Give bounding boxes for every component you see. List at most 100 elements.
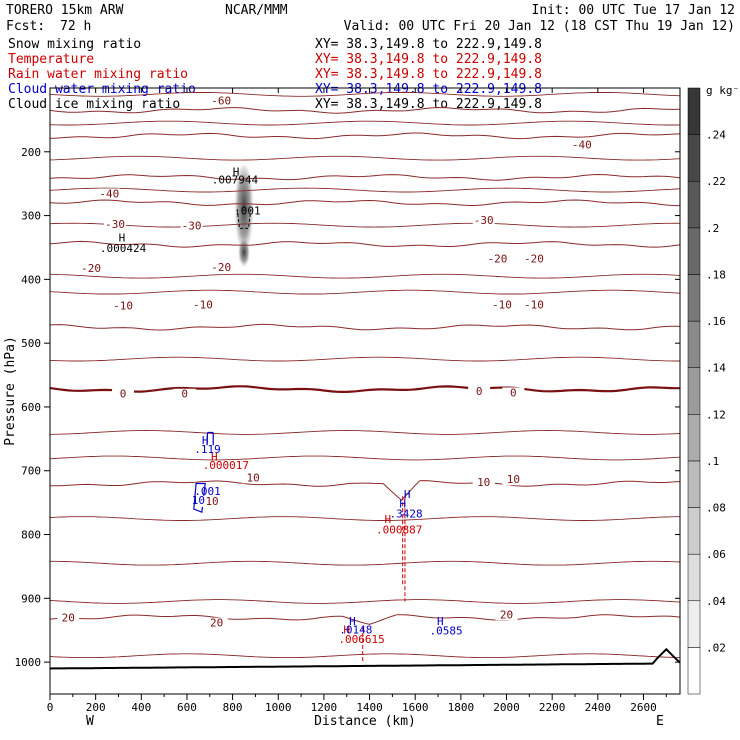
label-mask bbox=[112, 388, 135, 400]
x-tick-label: 2600 bbox=[630, 701, 657, 714]
x-tick-label: 0 bbox=[47, 701, 54, 714]
isotherm-label: 0 bbox=[120, 388, 127, 401]
colorbar-step bbox=[687, 367, 701, 415]
label-mask bbox=[242, 472, 265, 484]
x-tick-label: 800 bbox=[223, 701, 243, 714]
isotherm-label: 20 bbox=[210, 617, 223, 630]
plot-frame bbox=[49, 87, 681, 695]
label-mask bbox=[57, 612, 80, 624]
isotherm bbox=[50, 560, 681, 566]
label-mask bbox=[80, 263, 103, 275]
colorbar-step bbox=[687, 647, 701, 695]
x-tick-label: 600 bbox=[177, 701, 197, 714]
y-tick-label: 700 bbox=[21, 465, 41, 478]
colorbar-tick-label: .02 bbox=[706, 641, 726, 654]
extremum-label: H bbox=[211, 451, 218, 464]
x-tick-label: 2000 bbox=[493, 701, 520, 714]
field-label: Rain water mixing ratio bbox=[8, 67, 188, 82]
label-mask bbox=[201, 495, 224, 507]
y-tick-label: 500 bbox=[21, 337, 41, 350]
field-xy: XY= 38.3,149.8 to 222.9,149.8 bbox=[315, 67, 542, 82]
extremum-label: .3428 bbox=[390, 507, 423, 520]
x-tick-label: 2200 bbox=[539, 701, 566, 714]
extremum-label: H bbox=[343, 623, 350, 636]
colorbar-step bbox=[687, 274, 701, 322]
extremum-label: .0148 bbox=[339, 623, 372, 636]
x-tick-label: 1200 bbox=[311, 701, 338, 714]
field-legend: Snow mixing ratio XY= 38.3,149.8 to 222.9… bbox=[8, 37, 542, 112]
isotherm-label: -20 bbox=[524, 253, 544, 266]
isotherm-label: -30 bbox=[182, 219, 202, 232]
label-mask bbox=[104, 219, 127, 231]
y-axis-label: Pressure (hPa) bbox=[3, 336, 18, 446]
label-mask bbox=[495, 609, 518, 621]
colorbar-tick-label: .22 bbox=[706, 175, 726, 188]
terrain-line bbox=[49, 647, 681, 670]
west-label: W bbox=[86, 714, 94, 729]
label-mask bbox=[472, 476, 495, 488]
center-label: NCAR/MMM bbox=[225, 3, 288, 18]
label-mask bbox=[522, 253, 545, 265]
cloud-water-contour bbox=[206, 431, 214, 446]
isotherm bbox=[49, 599, 681, 604]
colorbar-tick-label: .14 bbox=[706, 362, 726, 375]
colorbar: .02 .04 .06 .08 .1 .12 .14 .16 .18 .2 .22 .24 bbox=[687, 87, 726, 695]
isotherm-label: 0 bbox=[510, 386, 517, 399]
colorbar-step bbox=[687, 320, 701, 368]
y-tick-label: 200 bbox=[21, 146, 41, 159]
isotherm-label: 10 bbox=[477, 476, 490, 489]
label-mask bbox=[173, 388, 196, 400]
label-mask bbox=[490, 299, 513, 311]
isotherm bbox=[49, 356, 680, 362]
isotherm-label: -60 bbox=[211, 94, 231, 107]
field-label: Cloud water mixing ratio bbox=[8, 82, 196, 97]
label-mask bbox=[486, 253, 509, 265]
isotherm-label: -30 bbox=[474, 214, 494, 227]
y-tick-label: 300 bbox=[21, 210, 41, 223]
x-axis: 0 200 400 600 800 1000 1200 1400 1600 1800 2000 220… bbox=[47, 88, 667, 714]
colorbar-step bbox=[687, 227, 701, 275]
x-tick-label: 1600 bbox=[402, 701, 429, 714]
temperature-labels: -60-40-40-30 -30 -30-20 -20-20 -20-10 -10 -10-… bbox=[57, 94, 593, 630]
extremum-label: .0585 bbox=[429, 625, 462, 638]
isotherm bbox=[49, 173, 681, 181]
isotherm bbox=[49, 385, 680, 393]
field-label: Cloud ice mixing ratio bbox=[8, 97, 180, 112]
colorbar-tick-label: .06 bbox=[706, 548, 726, 561]
label-mask bbox=[191, 299, 214, 311]
colorbar-step bbox=[687, 460, 701, 508]
fcst-value: 72 h bbox=[60, 19, 91, 34]
isotherm-label: 20 bbox=[500, 608, 513, 621]
isotherm-label: -40 bbox=[572, 138, 592, 151]
x-tick-label: 1800 bbox=[448, 701, 475, 714]
label-mask bbox=[98, 188, 121, 200]
field-xy: XY= 38.3,149.8 to 222.9,149.8 bbox=[315, 97, 542, 112]
isotherm bbox=[49, 653, 681, 659]
isotherm bbox=[49, 120, 681, 126]
isotherm-label: -20 bbox=[81, 262, 101, 275]
colorbar-tick-label: .08 bbox=[706, 502, 726, 515]
isotherm bbox=[49, 273, 681, 279]
label-mask bbox=[472, 215, 495, 227]
snow-shading bbox=[234, 164, 255, 269]
isotherm-label: -20 bbox=[487, 253, 507, 266]
extremum-label: .001 bbox=[234, 204, 261, 217]
isotherm-label: -30 bbox=[105, 218, 125, 231]
y-tick-label: 400 bbox=[21, 273, 41, 286]
isotherm bbox=[49, 155, 681, 161]
isotherm bbox=[49, 222, 681, 228]
label-mask bbox=[502, 474, 525, 486]
isotherm bbox=[49, 107, 681, 114]
colorbar-tick-label: .2 bbox=[706, 222, 719, 235]
y-tick-label: 900 bbox=[21, 592, 41, 605]
y-tick-label: 800 bbox=[21, 529, 41, 542]
isotherm-label: 10 bbox=[247, 471, 260, 484]
field-xy: XY= 38.3,149.8 to 222.9,149.8 bbox=[315, 37, 542, 52]
y-tick-label: 1000 bbox=[15, 656, 42, 669]
isotherm-label: -10 bbox=[193, 298, 213, 311]
extremum-label: H bbox=[404, 488, 411, 501]
extremum-label: 10 bbox=[192, 494, 205, 507]
isotherm bbox=[49, 614, 681, 625]
isotherm-label: -10 bbox=[113, 300, 133, 313]
isotherm-label: -40 bbox=[99, 187, 119, 200]
